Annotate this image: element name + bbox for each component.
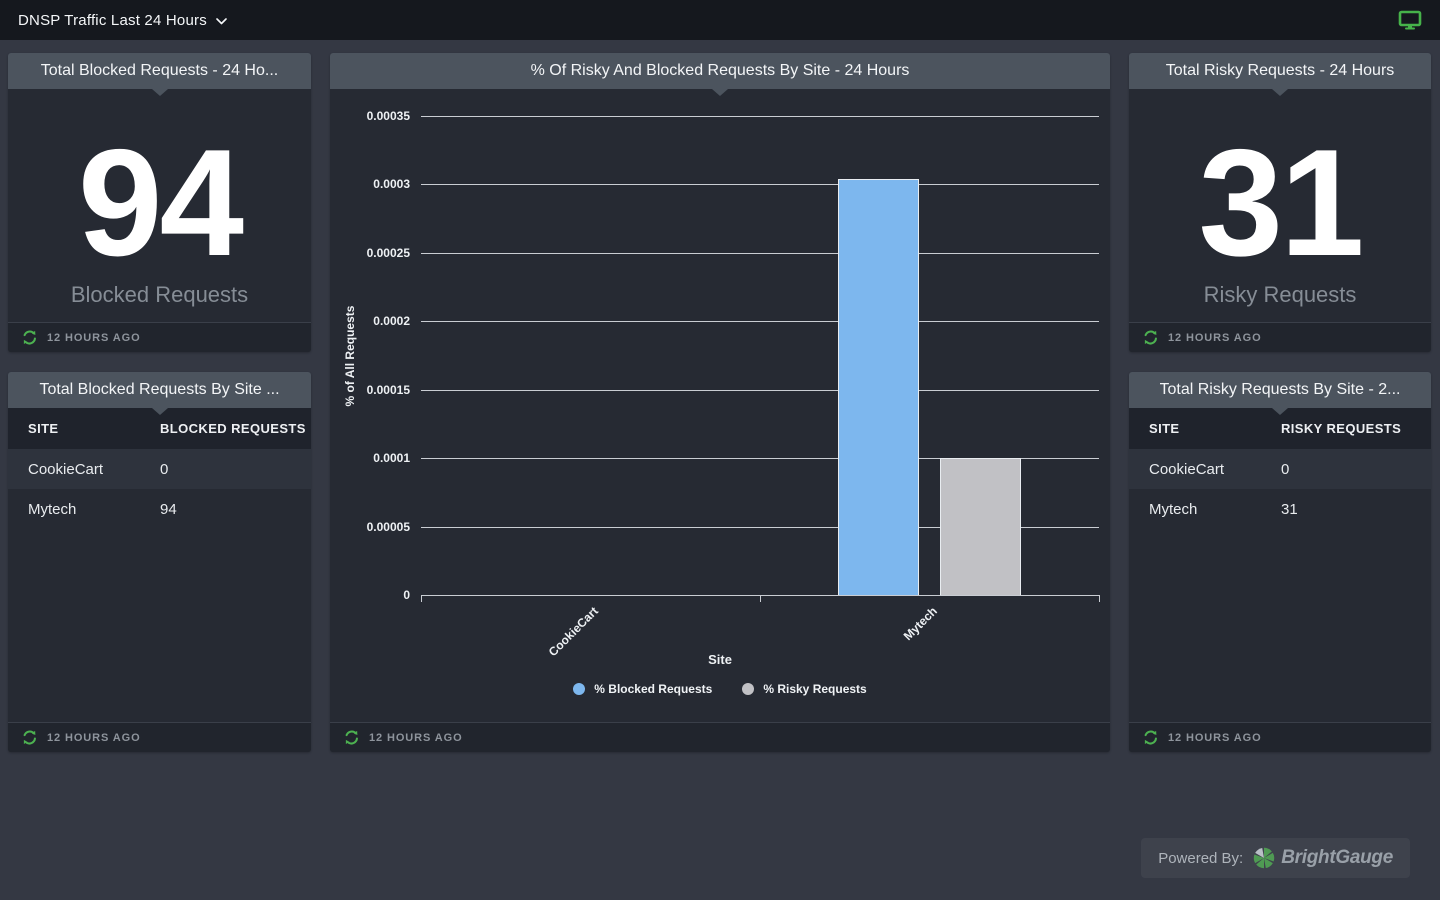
panel-risky-by-site-table: Total Risky Requests By Site - 2... SITE… <box>1129 372 1431 752</box>
brightgauge-link[interactable]: BrightGauge <box>1252 846 1393 870</box>
y-tick-label: 0.0002 <box>373 314 410 329</box>
y-tick-label: 0.00015 <box>366 382 410 397</box>
panel-title: Total Blocked Requests By Site ... <box>39 381 280 398</box>
panel-header: Total Blocked Requests - 24 Ho... <box>8 53 311 96</box>
table-header-row: SITE RISKY REQUESTS <box>1129 408 1431 449</box>
x-axis-tick <box>760 595 761 602</box>
cell-value: 0 <box>140 449 311 489</box>
panel-footer: 12 HOURS AGO <box>1129 722 1431 752</box>
legend-label: % Risky Requests <box>763 682 867 696</box>
panel-footer: 12 HOURS AGO <box>8 322 311 352</box>
last-updated-text: 12 HOURS AGO <box>47 731 141 744</box>
panel-risky-blocked-chart: % Of Risky And Blocked Requests By Site … <box>330 53 1110 752</box>
y-tick-label: 0.0001 <box>373 451 410 466</box>
blocked-requests-table: SITE BLOCKED REQUESTS CookieCart 0 Mytec… <box>8 408 311 529</box>
legend-item--blocked-requests[interactable]: % Blocked Requests <box>573 682 712 696</box>
bar-chart: 0 0.00005 0.0001 0.00015 0.0002 0.00025 0.0003… <box>330 89 1110 722</box>
column-header-blocked-requests: BLOCKED REQUESTS <box>140 408 311 449</box>
bar--blocked-requests-mytech[interactable] <box>837 178 920 595</box>
number-body: 94 Blocked Requests <box>8 89 311 322</box>
y-tick-label: 0 <box>403 588 410 602</box>
bar--risky-requests-mytech[interactable] <box>939 458 1022 595</box>
refresh-icon[interactable] <box>343 729 360 746</box>
last-updated-text: 12 HOURS AGO <box>1168 331 1262 344</box>
last-updated-text: 12 HOURS AGO <box>1168 731 1262 744</box>
refresh-icon[interactable] <box>21 329 38 346</box>
panel-header: Total Blocked Requests By Site ... <box>8 372 311 415</box>
panel-footer: 12 HOURS AGO <box>8 722 311 752</box>
y-tick-label: 0.00035 <box>366 109 410 123</box>
y-axis-title: % of All Requests <box>343 305 357 406</box>
cell-site: Mytech <box>8 489 140 529</box>
dashboard-title: DNSP Traffic Last 24 Hours <box>18 11 207 29</box>
refresh-icon[interactable] <box>1142 729 1159 746</box>
panel-total-risky-requests: Total Risky Requests - 24 Hours 31 Risky… <box>1129 53 1431 352</box>
cell-site: CookieCart <box>8 449 140 489</box>
panel-title: Total Blocked Requests - 24 Ho... <box>40 62 279 79</box>
brightgauge-logo-icon <box>1254 847 1275 869</box>
table-row: CookieCart 0 <box>1129 449 1431 489</box>
risky-requests-value: 31 <box>1198 117 1364 288</box>
x-axis-title: Site <box>708 652 732 667</box>
chart-legend: % Blocked Requests % Risky Requests <box>330 682 1110 696</box>
y-tick-label: 0.00005 <box>366 519 410 534</box>
panel-header: % Of Risky And Blocked Requests By Site … <box>330 53 1110 96</box>
y-gridline <box>421 389 1099 391</box>
legend-marker <box>573 683 586 695</box>
cell-site: CookieCart <box>1129 449 1261 489</box>
top-bar: DNSP Traffic Last 24 Hours <box>0 0 1440 40</box>
table-row: Mytech 94 <box>8 489 311 529</box>
cell-value: 31 <box>1261 489 1431 529</box>
last-updated-text: 12 HOURS AGO <box>47 331 141 344</box>
chevron-down-icon <box>216 17 227 24</box>
y-gridline <box>421 116 1099 117</box>
table-row: Mytech 31 <box>1129 489 1431 529</box>
column-header-site: SITE <box>1129 408 1261 449</box>
cell-value: 94 <box>140 489 311 529</box>
y-gridline <box>421 252 1099 254</box>
powered-by-label: Powered By: <box>1158 849 1244 867</box>
risky-requests-caption: Risky Requests <box>1203 282 1357 307</box>
y-gridline <box>421 321 1099 323</box>
cell-value: 0 <box>1261 449 1431 489</box>
table-header-row: SITE BLOCKED REQUESTS <box>8 408 311 449</box>
legend-item--risky-requests[interactable]: % Risky Requests <box>742 682 867 696</box>
refresh-icon[interactable] <box>1142 329 1159 346</box>
blocked-requests-value: 94 <box>77 117 244 288</box>
y-tick-label: 0.00025 <box>366 245 410 260</box>
x-axis-tick <box>1099 595 1100 602</box>
panel-footer: 12 HOURS AGO <box>330 722 1110 752</box>
y-gridline <box>421 526 1099 528</box>
panel-total-blocked-requests: Total Blocked Requests - 24 Ho... 94 Blo… <box>8 53 311 352</box>
panel-title: % Of Risky And Blocked Requests By Site … <box>530 62 910 79</box>
legend-marker <box>742 683 755 695</box>
panel-header: Total Risky Requests By Site - 2... <box>1129 372 1431 415</box>
refresh-icon[interactable] <box>21 729 38 746</box>
risky-requests-table: SITE RISKY REQUESTS CookieCart 0 Mytech … <box>1129 408 1431 529</box>
cell-site: Mytech <box>1129 489 1261 529</box>
panel-blocked-by-site-table: Total Blocked Requests By Site ... SITE … <box>8 372 311 752</box>
brightgauge-wordmark: BrightGauge <box>1281 847 1393 868</box>
panel-header: Total Risky Requests - 24 Hours <box>1129 53 1431 96</box>
panel-title: Total Risky Requests - 24 Hours <box>1165 62 1395 79</box>
table-row: CookieCart 0 <box>8 449 311 489</box>
legend-label: % Blocked Requests <box>594 682 713 696</box>
x-axis-tick <box>421 595 422 602</box>
panel-footer: 12 HOURS AGO <box>1129 322 1431 352</box>
column-header-site: SITE <box>8 408 140 449</box>
dashboard-title-dropdown[interactable]: DNSP Traffic Last 24 Hours <box>18 12 227 29</box>
last-updated-text: 12 HOURS AGO <box>369 731 463 744</box>
powered-by-badge: Powered By: BrightGauge <box>1141 838 1410 878</box>
panel-title: Total Risky Requests By Site - 2... <box>1159 381 1401 398</box>
tv-mode-icon[interactable] <box>1398 10 1422 30</box>
y-gridline <box>421 184 1099 186</box>
number-body: 31 Risky Requests <box>1129 89 1431 322</box>
blocked-requests-caption: Blocked Requests <box>70 282 249 307</box>
y-gridline <box>421 458 1099 460</box>
y-tick-label: 0.0003 <box>373 177 410 192</box>
column-header-risky-requests: RISKY REQUESTS <box>1261 408 1431 449</box>
